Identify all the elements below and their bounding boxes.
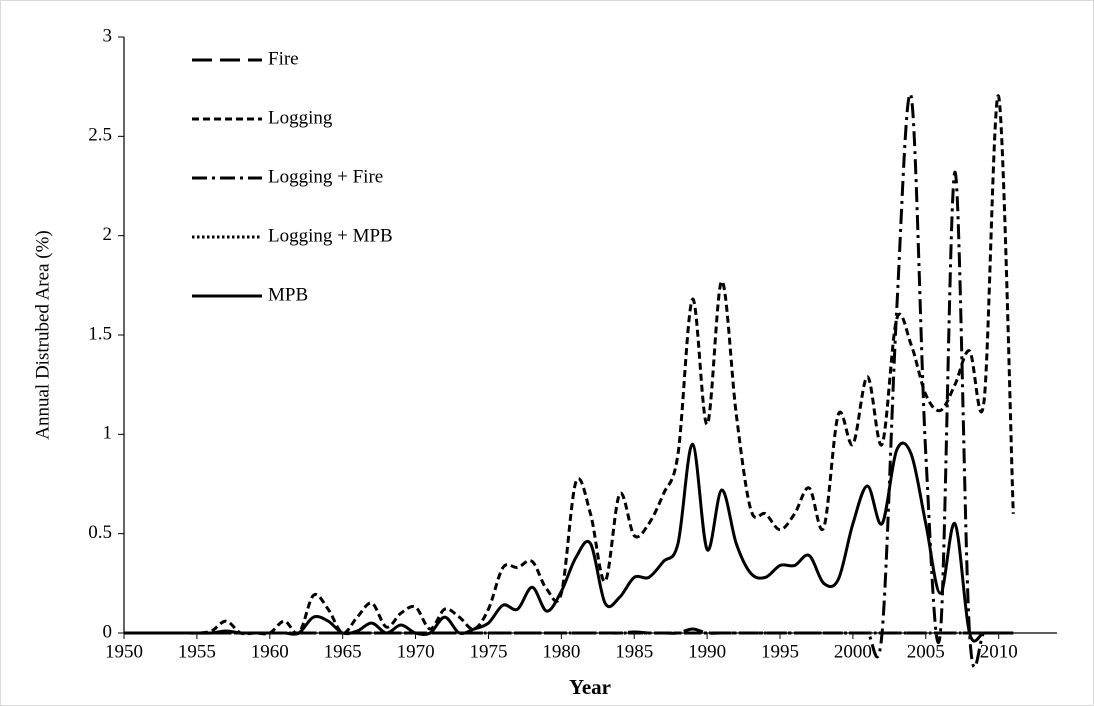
x-tick-label: 1950 — [105, 641, 143, 662]
legend-label: Fire — [268, 48, 299, 69]
x-tick-label: 1960 — [251, 641, 289, 662]
x-tick-label: 2005 — [907, 641, 945, 662]
series-line — [124, 441, 1014, 643]
series-line — [124, 94, 1015, 636]
y-tick-label: 2 — [103, 224, 113, 245]
x-tick-label: 1995 — [761, 641, 799, 662]
x-tick-label: 1965 — [324, 641, 362, 662]
x-tick-label: 1985 — [615, 641, 653, 662]
series-line — [124, 92, 1014, 669]
x-tick-label: 2010 — [980, 641, 1018, 662]
y-tick-label: 0.5 — [88, 522, 112, 543]
legend-label: Logging + MPB — [268, 225, 393, 246]
x-tick-label: 1980 — [542, 641, 580, 662]
y-tick-label: 1 — [103, 423, 113, 444]
x-tick-label: 1975 — [469, 641, 507, 662]
y-tick-label: 0 — [103, 621, 113, 642]
x-axis-title: Year — [569, 675, 611, 699]
legend-label: MPB — [268, 284, 308, 305]
x-tick-label: 2000 — [834, 641, 872, 662]
legend-label: Logging — [268, 107, 333, 128]
y-axis-title: Annual Distrubed Area (%) — [32, 230, 53, 439]
legend-label: Logging + Fire — [268, 166, 383, 187]
y-tick-label: 2.5 — [88, 125, 112, 146]
y-tick-label: 3 — [103, 25, 113, 46]
x-tick-label: 1990 — [688, 641, 726, 662]
x-tick-label: 1970 — [397, 641, 435, 662]
x-tick-label: 1955 — [178, 641, 216, 662]
y-tick-label: 1.5 — [88, 323, 112, 344]
